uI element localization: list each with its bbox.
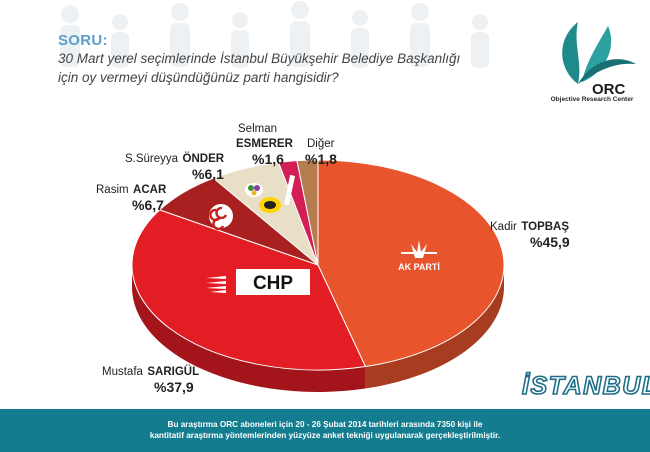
label-mhp-pct: %6,7 <box>132 197 164 213</box>
question-line-1: 30 Mart yerel seçimlerinde İstanbul Büyü… <box>58 51 461 66</box>
footer-line-1: Bu araştırma ORC aboneleri için 20 - 26 … <box>167 420 483 429</box>
orc-logo: ORC <box>562 22 636 98</box>
label-bdp-surname: ÖNDER <box>182 153 225 165</box>
saadet-logo <box>259 197 281 213</box>
label-diger: Diğer %1,8 <box>305 137 337 167</box>
label-diger-first: Diğer <box>307 138 335 150</box>
people-watermark <box>60 1 489 68</box>
label-saadet: Selman ESMERER %1,6 <box>236 122 293 167</box>
bdp-logo <box>245 183 263 197</box>
label-mhp: Rasim ACAR %6,7 <box>96 181 166 213</box>
label-mhp-first: Rasim <box>96 184 129 196</box>
label-akp: Kadir TOPBAŞ %45,9 <box>490 218 570 250</box>
question-label: SORU: <box>58 32 108 49</box>
label-saadet-surname: ESMERER <box>236 138 293 150</box>
label-saadet-first: Selman <box>238 123 277 135</box>
chp-logo-text: CHP <box>253 273 293 294</box>
label-chp-pct: %37,9 <box>154 379 194 395</box>
svg-text:ORC: ORC <box>592 81 626 98</box>
footer-line-2: kantitatif araştırma yöntemlerinden yüzy… <box>149 431 501 440</box>
label-bdp-pct: %6,1 <box>192 166 224 182</box>
label-akp-surname: TOPBAŞ <box>521 221 570 233</box>
footer-banner: Bu araştırma ORC aboneleri için 20 - 26 … <box>0 409 650 452</box>
label-akp-pct: %45,9 <box>530 234 570 250</box>
label-bdp-first: S.Süreyya <box>125 153 179 165</box>
pie-slice-diger <box>296 159 319 266</box>
label-diger-pct: %1,8 <box>305 151 337 167</box>
orc-tagline: Objective Research Center <box>550 96 634 103</box>
mhp-logo <box>209 204 233 231</box>
pie-tops <box>131 159 505 371</box>
other-party-logo <box>283 174 296 206</box>
akp-logo: AK PARTİ <box>398 240 440 272</box>
pie-side-chp <box>132 265 366 393</box>
label-chp-first: Mustafa <box>102 366 143 378</box>
label-saadet-pct: %1,6 <box>252 151 284 167</box>
pie-side-akp <box>365 265 504 389</box>
pie-slice-akp <box>317 159 505 368</box>
label-mhp-surname: ACAR <box>133 184 167 196</box>
label-chp: Mustafa SARIGÜL %37,9 <box>102 363 199 395</box>
label-akp-first: Kadir <box>490 221 517 233</box>
pie-sides <box>132 265 504 393</box>
label-bdp: S.Süreyya ÖNDER %6,1 <box>125 150 224 182</box>
chp-logo: CHP <box>206 269 310 295</box>
akp-logo-text: AK PARTİ <box>398 262 440 272</box>
question-line-2: için oy vermeyi düşündüğünüz parti hangi… <box>58 70 339 85</box>
label-chp-surname: SARIGÜL <box>147 366 200 378</box>
question-block: SORU: 30 Mart yerel seçimlerinde İstanbu… <box>58 32 528 87</box>
city-label: İSTANBUL <box>521 371 650 401</box>
